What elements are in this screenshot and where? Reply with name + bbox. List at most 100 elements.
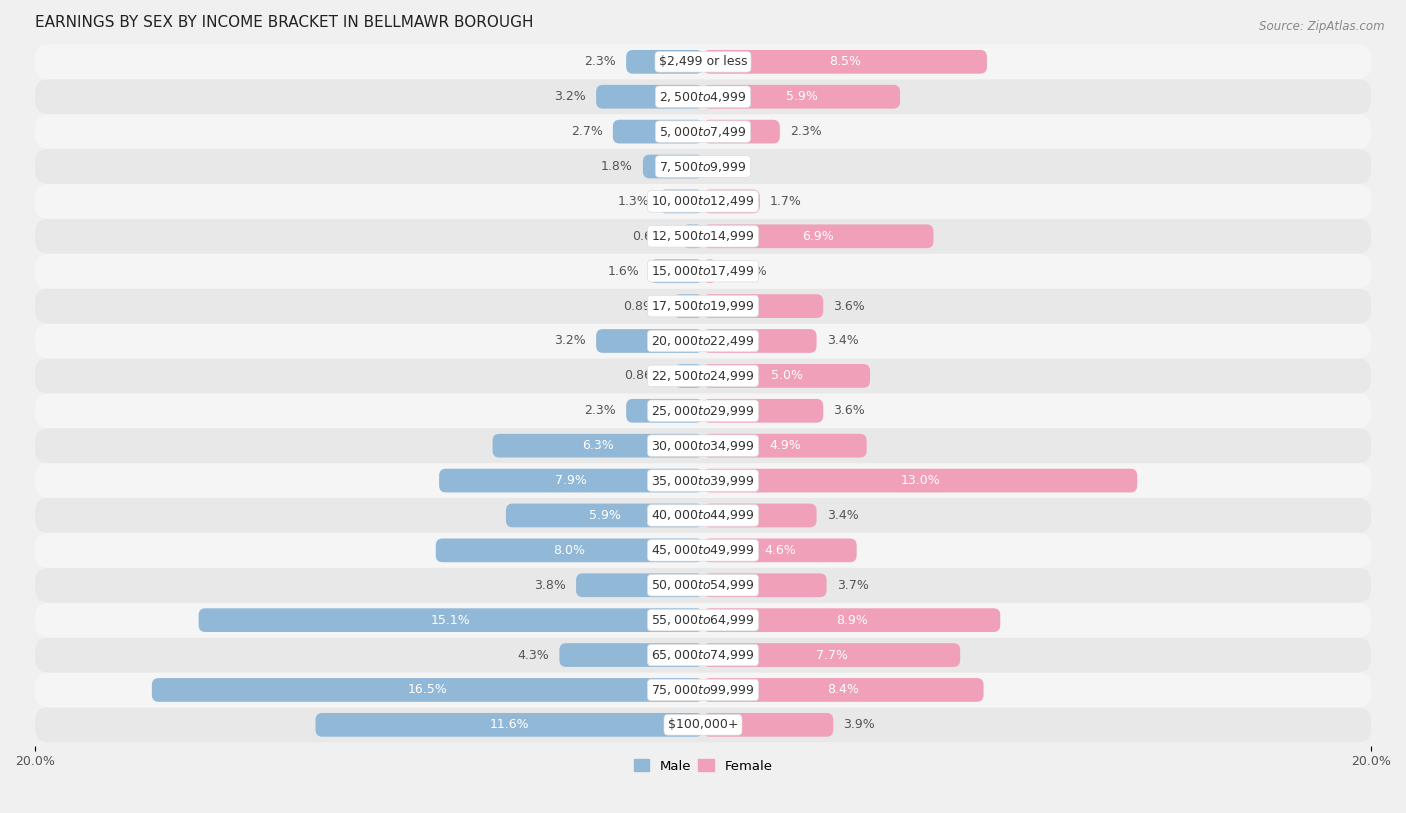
Text: $2,499 or less: $2,499 or less bbox=[659, 55, 747, 68]
Text: EARNINGS BY SEX BY INCOME BRACKET IN BELLMAWR BOROUGH: EARNINGS BY SEX BY INCOME BRACKET IN BEL… bbox=[35, 15, 533, 30]
FancyBboxPatch shape bbox=[682, 224, 703, 248]
FancyBboxPatch shape bbox=[35, 602, 1371, 637]
FancyBboxPatch shape bbox=[626, 399, 703, 423]
FancyBboxPatch shape bbox=[35, 707, 1371, 742]
FancyBboxPatch shape bbox=[703, 294, 824, 318]
FancyBboxPatch shape bbox=[596, 85, 703, 109]
Text: 16.5%: 16.5% bbox=[408, 684, 447, 697]
FancyBboxPatch shape bbox=[152, 678, 703, 702]
Text: 8.5%: 8.5% bbox=[830, 55, 860, 68]
Text: 11.6%: 11.6% bbox=[489, 719, 529, 732]
Text: 15.1%: 15.1% bbox=[430, 614, 471, 627]
FancyBboxPatch shape bbox=[35, 149, 1371, 184]
FancyBboxPatch shape bbox=[703, 503, 817, 528]
Text: Source: ZipAtlas.com: Source: ZipAtlas.com bbox=[1260, 20, 1385, 33]
FancyBboxPatch shape bbox=[703, 259, 717, 283]
Text: $22,500 to $24,999: $22,500 to $24,999 bbox=[651, 369, 755, 383]
FancyBboxPatch shape bbox=[703, 434, 866, 458]
Text: 8.4%: 8.4% bbox=[827, 684, 859, 697]
FancyBboxPatch shape bbox=[626, 50, 703, 74]
Text: 0.89%: 0.89% bbox=[623, 300, 664, 312]
FancyBboxPatch shape bbox=[703, 85, 900, 109]
Text: $55,000 to $64,999: $55,000 to $64,999 bbox=[651, 613, 755, 627]
Text: $65,000 to $74,999: $65,000 to $74,999 bbox=[651, 648, 755, 662]
FancyBboxPatch shape bbox=[35, 80, 1371, 114]
Text: $17,500 to $19,999: $17,500 to $19,999 bbox=[651, 299, 755, 313]
FancyBboxPatch shape bbox=[703, 469, 1137, 493]
FancyBboxPatch shape bbox=[439, 469, 703, 493]
Text: 6.3%: 6.3% bbox=[582, 439, 613, 452]
FancyBboxPatch shape bbox=[198, 608, 703, 632]
FancyBboxPatch shape bbox=[703, 189, 759, 213]
Text: $100,000+: $100,000+ bbox=[668, 719, 738, 732]
Text: 3.7%: 3.7% bbox=[837, 579, 869, 592]
FancyBboxPatch shape bbox=[436, 538, 703, 563]
FancyBboxPatch shape bbox=[703, 538, 856, 563]
FancyBboxPatch shape bbox=[35, 428, 1371, 463]
Text: 2.3%: 2.3% bbox=[585, 55, 616, 68]
FancyBboxPatch shape bbox=[35, 219, 1371, 254]
Text: 0.41%: 0.41% bbox=[727, 265, 766, 278]
FancyBboxPatch shape bbox=[35, 533, 1371, 567]
Text: 3.6%: 3.6% bbox=[834, 404, 865, 417]
Text: $10,000 to $12,499: $10,000 to $12,499 bbox=[651, 194, 755, 208]
FancyBboxPatch shape bbox=[492, 434, 703, 458]
Text: 2.3%: 2.3% bbox=[790, 125, 821, 138]
Text: 3.4%: 3.4% bbox=[827, 509, 858, 522]
FancyBboxPatch shape bbox=[576, 573, 703, 597]
Text: 5.9%: 5.9% bbox=[589, 509, 620, 522]
FancyBboxPatch shape bbox=[35, 184, 1371, 219]
FancyBboxPatch shape bbox=[35, 254, 1371, 289]
Text: $7,500 to $9,999: $7,500 to $9,999 bbox=[659, 159, 747, 173]
FancyBboxPatch shape bbox=[506, 503, 703, 528]
FancyBboxPatch shape bbox=[35, 324, 1371, 359]
FancyBboxPatch shape bbox=[703, 713, 834, 737]
Text: $40,000 to $44,999: $40,000 to $44,999 bbox=[651, 508, 755, 523]
Text: 5.0%: 5.0% bbox=[770, 369, 803, 382]
Text: $30,000 to $34,999: $30,000 to $34,999 bbox=[651, 439, 755, 453]
Text: 0.86%: 0.86% bbox=[624, 369, 664, 382]
FancyBboxPatch shape bbox=[650, 259, 703, 283]
Legend: Male, Female: Male, Female bbox=[628, 754, 778, 778]
Text: $75,000 to $99,999: $75,000 to $99,999 bbox=[651, 683, 755, 697]
FancyBboxPatch shape bbox=[703, 364, 870, 388]
Text: $45,000 to $49,999: $45,000 to $49,999 bbox=[651, 543, 755, 558]
Text: $50,000 to $54,999: $50,000 to $54,999 bbox=[651, 578, 755, 592]
Text: 3.2%: 3.2% bbox=[554, 90, 586, 103]
Text: 0.62%: 0.62% bbox=[633, 230, 672, 243]
Text: 5.9%: 5.9% bbox=[786, 90, 817, 103]
FancyBboxPatch shape bbox=[596, 329, 703, 353]
FancyBboxPatch shape bbox=[35, 672, 1371, 707]
Text: 3.4%: 3.4% bbox=[827, 334, 858, 347]
Text: 3.2%: 3.2% bbox=[554, 334, 586, 347]
FancyBboxPatch shape bbox=[703, 329, 817, 353]
Text: 1.6%: 1.6% bbox=[607, 265, 640, 278]
FancyBboxPatch shape bbox=[35, 359, 1371, 393]
FancyBboxPatch shape bbox=[703, 678, 984, 702]
Text: 1.8%: 1.8% bbox=[600, 160, 633, 173]
FancyBboxPatch shape bbox=[703, 573, 827, 597]
Text: 4.3%: 4.3% bbox=[517, 649, 550, 662]
Text: 8.0%: 8.0% bbox=[554, 544, 585, 557]
Text: 3.9%: 3.9% bbox=[844, 719, 875, 732]
Text: 3.6%: 3.6% bbox=[834, 300, 865, 312]
FancyBboxPatch shape bbox=[703, 608, 1000, 632]
FancyBboxPatch shape bbox=[35, 289, 1371, 324]
Text: 3.8%: 3.8% bbox=[534, 579, 567, 592]
Text: $15,000 to $17,499: $15,000 to $17,499 bbox=[651, 264, 755, 278]
FancyBboxPatch shape bbox=[643, 154, 703, 178]
Text: $25,000 to $29,999: $25,000 to $29,999 bbox=[651, 404, 755, 418]
Text: 2.3%: 2.3% bbox=[585, 404, 616, 417]
Text: 4.9%: 4.9% bbox=[769, 439, 800, 452]
Text: $5,000 to $7,499: $5,000 to $7,499 bbox=[659, 124, 747, 139]
Text: 1.7%: 1.7% bbox=[770, 195, 801, 208]
Text: $2,500 to $4,999: $2,500 to $4,999 bbox=[659, 89, 747, 104]
FancyBboxPatch shape bbox=[703, 120, 780, 143]
Text: 2.7%: 2.7% bbox=[571, 125, 603, 138]
Text: 13.0%: 13.0% bbox=[900, 474, 941, 487]
FancyBboxPatch shape bbox=[35, 393, 1371, 428]
Text: 8.9%: 8.9% bbox=[835, 614, 868, 627]
Text: $35,000 to $39,999: $35,000 to $39,999 bbox=[651, 473, 755, 488]
FancyBboxPatch shape bbox=[35, 114, 1371, 149]
FancyBboxPatch shape bbox=[315, 713, 703, 737]
